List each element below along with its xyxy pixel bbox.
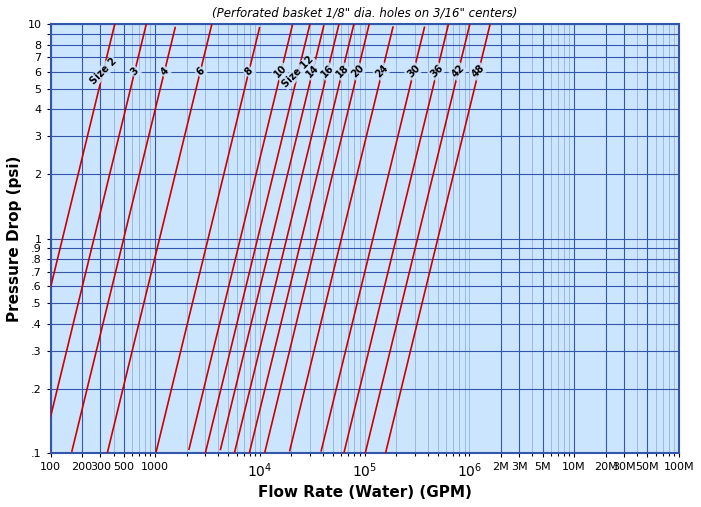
Title: (Perforated basket 1/8" dia. holes on 3/16" centers): (Perforated basket 1/8" dia. holes on 3/… <box>212 7 517 20</box>
Text: 18: 18 <box>334 63 350 80</box>
Text: 6: 6 <box>194 65 206 78</box>
Text: 10: 10 <box>273 63 290 80</box>
Text: 3: 3 <box>129 65 141 78</box>
X-axis label: Flow Rate (Water) (GPM): Flow Rate (Water) (GPM) <box>258 485 472 500</box>
Text: Size 12: Size 12 <box>280 54 316 89</box>
Text: 16: 16 <box>319 63 336 80</box>
Text: Size 2: Size 2 <box>88 56 118 87</box>
Text: 20: 20 <box>349 63 366 80</box>
Text: 48: 48 <box>470 63 487 80</box>
Y-axis label: Pressure Drop (psi): Pressure Drop (psi) <box>7 156 22 322</box>
Text: 24: 24 <box>374 63 390 80</box>
Text: 42: 42 <box>450 63 467 80</box>
Text: 36: 36 <box>428 63 445 80</box>
Text: 4: 4 <box>158 65 170 78</box>
Text: 8: 8 <box>243 65 255 78</box>
Text: 30: 30 <box>405 63 422 80</box>
Text: 14: 14 <box>304 63 321 80</box>
